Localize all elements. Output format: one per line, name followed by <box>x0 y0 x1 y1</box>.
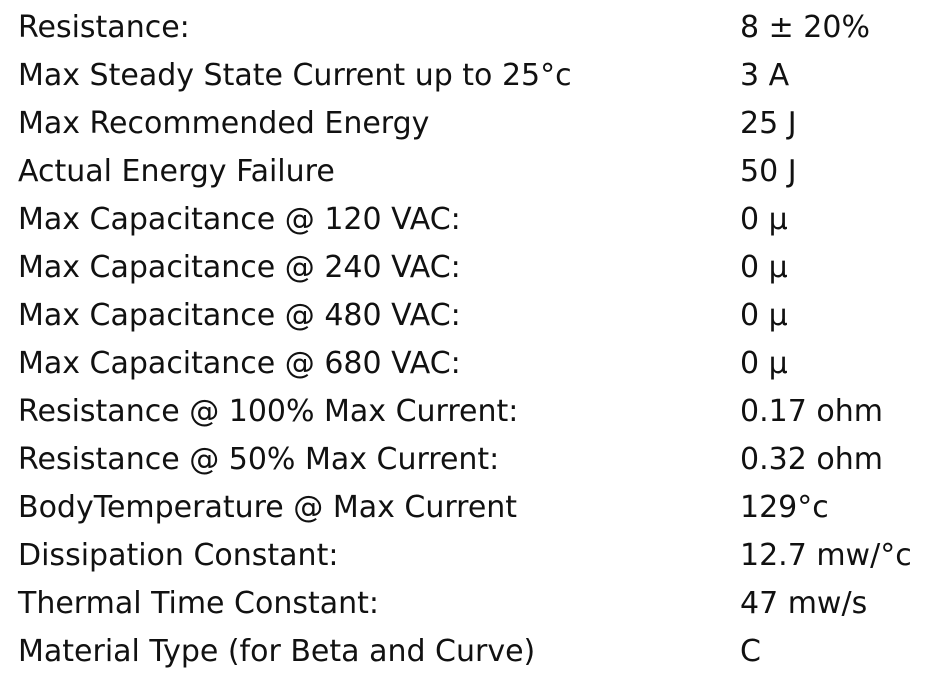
spec-value: C <box>740 634 761 669</box>
spec-value: 3 A <box>740 58 790 93</box>
spec-label: Max Recommended Energy <box>18 106 430 141</box>
spec-label: Resistance @ 100% Max Current: <box>18 394 519 429</box>
spec-label: BodyTemperature @ Max Current <box>18 490 518 525</box>
spec-value: 0 µ <box>740 202 788 237</box>
spec-value: 0 µ <box>740 346 788 381</box>
spec-label: Max Capacitance @ 480 VAC: <box>18 298 461 333</box>
spec-value: 0.17 ohm <box>740 394 883 429</box>
spec-label: Max Steady State Current up to 25°c <box>18 58 572 93</box>
spec-value: 12.7 mw/°c <box>740 538 912 573</box>
spec-label: Max Capacitance @ 680 VAC: <box>18 346 461 381</box>
spec-label: Resistance: <box>18 10 190 45</box>
spec-value: 129°c <box>740 490 829 525</box>
spec-label: Resistance @ 50% Max Current: <box>18 442 500 477</box>
spec-value: 0 µ <box>740 250 788 285</box>
spec-label: Thermal Time Constant: <box>18 586 380 621</box>
spec-label: Material Type (for Beta and Curve) <box>18 634 536 669</box>
spec-value: 50 J <box>740 154 797 189</box>
spec-value: 8 ± 20% <box>740 10 870 45</box>
spec-label: Actual Energy Failure <box>18 154 335 189</box>
spec-value: 0 µ <box>740 298 788 333</box>
spec-label: Max Capacitance @ 120 VAC: <box>18 202 461 237</box>
spec-label: Max Capacitance @ 240 VAC: <box>18 250 461 285</box>
spec-value: 0.32 ohm <box>740 442 883 477</box>
spec-value: 25 J <box>740 106 797 141</box>
spec-label: Dissipation Constant: <box>18 538 339 573</box>
spec-value: 47 mw/s <box>740 586 868 621</box>
